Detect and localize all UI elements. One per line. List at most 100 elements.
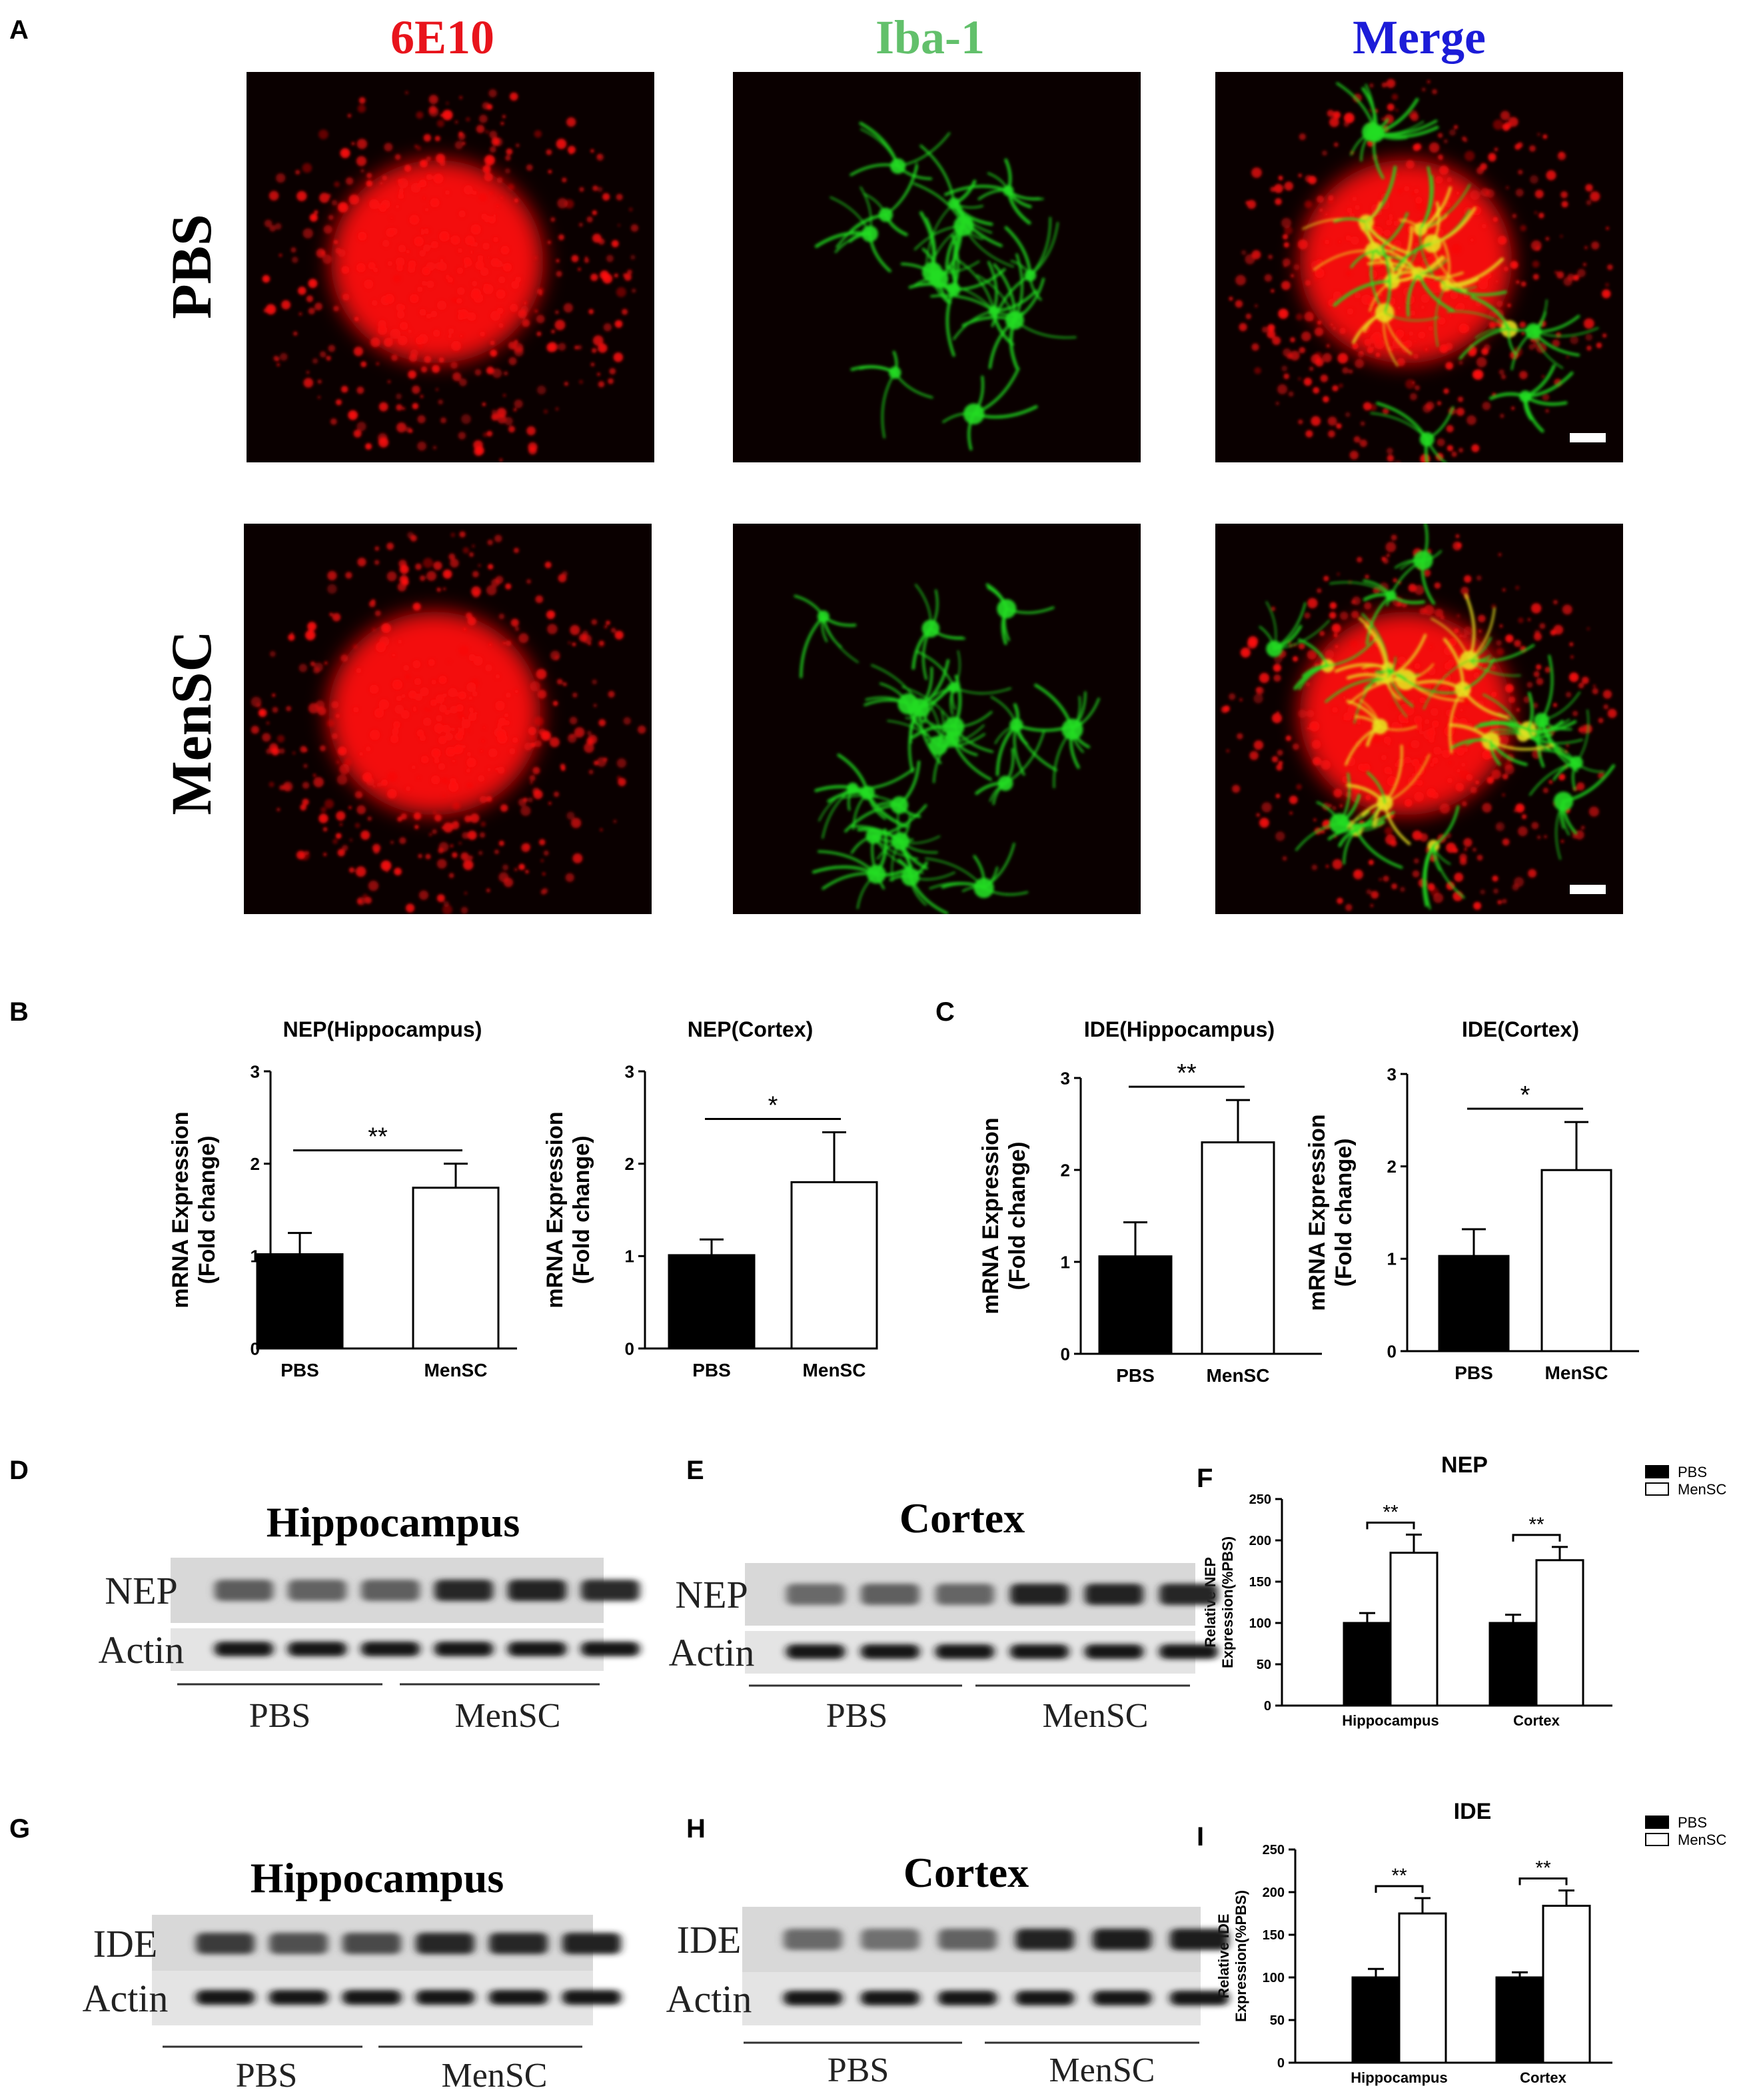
blot-g: Hippocampus IDE Actin PBS MenSC	[83, 1854, 621, 2095]
x-tick-label: MenSC	[803, 1360, 866, 1380]
blot-d: Hippocampus NEP Actin PBS MenSC	[99, 1498, 640, 1735]
x-tick-label: MenSC	[1207, 1365, 1270, 1386]
y-tick-label: 50	[1257, 1658, 1271, 1672]
x-tick-label: PBS	[281, 1360, 319, 1380]
y-axis-label: mRNA Expression(Fold change)	[1305, 1114, 1357, 1311]
band	[938, 1929, 997, 1950]
blot-group-label: PBS	[249, 1697, 311, 1735]
bar-mensc-cortex	[1542, 1904, 1591, 2064]
chart-title: IDE(Cortex)	[1462, 1017, 1579, 1041]
blot-row-label: IDE	[677, 1918, 742, 1961]
blot-bands-actin	[786, 1644, 1218, 1659]
panel-letter-e: E	[686, 1456, 704, 1485]
band	[1010, 1584, 1069, 1605]
legend-swatch-pbs	[1645, 1816, 1669, 1829]
significance-marker: *	[768, 1092, 778, 1120]
blot-bands-ide	[784, 1929, 1229, 1950]
y-tick-label: 250	[1263, 1843, 1285, 1857]
y-tick-label: 100	[1249, 1616, 1271, 1631]
chart-title: IDE(Hippocampus)	[1084, 1017, 1275, 1041]
blot-title: Hippocampus	[251, 1854, 504, 1901]
blot-bands-actin	[784, 1991, 1229, 2005]
panel-letter-d: D	[9, 1456, 29, 1485]
band	[508, 1580, 566, 1601]
micrograph-merge-pbs	[1215, 72, 1623, 462]
band	[196, 1933, 255, 1954]
x-tick-label: Cortex	[1520, 2069, 1566, 2086]
row-label-mensc: MenSC	[159, 630, 223, 815]
band	[562, 1933, 621, 1954]
header-merge: Merge	[1353, 11, 1486, 64]
y-tick-label: 0	[1277, 2056, 1285, 2071]
bar-pbs	[668, 1254, 756, 1350]
band	[581, 1580, 640, 1601]
scale-bar	[1570, 885, 1606, 894]
band	[1159, 1584, 1218, 1605]
band	[434, 1580, 493, 1601]
band	[861, 1584, 919, 1605]
panel-letter-i: I	[1197, 1822, 1204, 1851]
y-tick-label: 3	[251, 1061, 260, 1081]
blot-bands-ide	[196, 1933, 621, 1954]
band	[1015, 1929, 1074, 1950]
band	[1093, 1929, 1151, 1950]
panel-letter-a: A	[9, 15, 29, 45]
significance-marker: **	[1535, 1857, 1551, 1879]
microglia-processes	[794, 583, 1100, 914]
bar-pbs-cortex	[1488, 1622, 1538, 1707]
y-tick-label: 200	[1249, 1534, 1271, 1548]
blot-bands-actin	[215, 1642, 640, 1656]
bar-pbs-hippocampus	[1343, 1622, 1392, 1707]
band	[361, 1642, 420, 1656]
panel-letter-h: H	[686, 1814, 706, 1843]
band	[938, 1991, 997, 2005]
blot-row-label: IDE	[93, 1922, 158, 1965]
significance-marker: **	[368, 1123, 388, 1151]
y-tick-label: 2	[251, 1154, 260, 1174]
band	[861, 1644, 919, 1659]
blot-group-label: MenSC	[455, 1697, 561, 1735]
bar-pbs	[1438, 1255, 1510, 1352]
band	[342, 1933, 401, 1954]
band	[269, 1933, 328, 1954]
y-tick-label: 50	[1270, 2013, 1285, 2028]
bar-mensc	[1201, 1141, 1275, 1355]
band	[361, 1580, 420, 1601]
y-axis-label: mRNA Expression(Fold change)	[168, 1111, 220, 1308]
chart-title: NEP	[1441, 1452, 1488, 1478]
band	[784, 1991, 842, 2005]
band	[861, 1991, 919, 2005]
y-axis-label: mRNA Expression(Fold change)	[978, 1117, 1030, 1314]
band	[288, 1580, 346, 1601]
x-tick-label: PBS	[692, 1360, 731, 1380]
band	[786, 1644, 845, 1659]
blot-h: Cortex IDE Actin PBS MenSC	[666, 1849, 1229, 2089]
blot-group-label: MenSC	[1043, 1697, 1149, 1735]
plaque-speckles	[251, 531, 646, 914]
band	[1093, 1991, 1151, 2005]
band	[342, 1990, 401, 2005]
x-tick-label: MenSC	[1545, 1362, 1608, 1383]
microglia-processes	[1259, 524, 1616, 910]
chart-title: NEP(Hippocampus)	[283, 1017, 482, 1041]
blot-group-label: MenSC	[1049, 2051, 1155, 2089]
band	[786, 1584, 845, 1605]
micrograph-iba1-mensc	[733, 524, 1141, 914]
header-iba1: Iba-1	[875, 11, 985, 64]
blot-bands-nep	[215, 1580, 640, 1601]
y-tick-label: 2	[1387, 1157, 1397, 1177]
band	[1015, 1991, 1074, 2005]
band	[1170, 1991, 1229, 2005]
y-tick-label: 3	[1061, 1068, 1070, 1088]
significance-bracket	[1366, 1521, 1415, 1530]
chart-title: NEP(Cortex)	[688, 1017, 813, 1041]
significance-marker: **	[1177, 1059, 1197, 1087]
band	[562, 1990, 621, 2005]
blot-group-label: PBS	[826, 1697, 888, 1735]
significance-marker: **	[1383, 1501, 1399, 1523]
band	[508, 1642, 566, 1656]
panel-letter-f: F	[1197, 1464, 1213, 1493]
band	[416, 1933, 474, 1954]
significance-bracket	[1512, 1534, 1561, 1542]
